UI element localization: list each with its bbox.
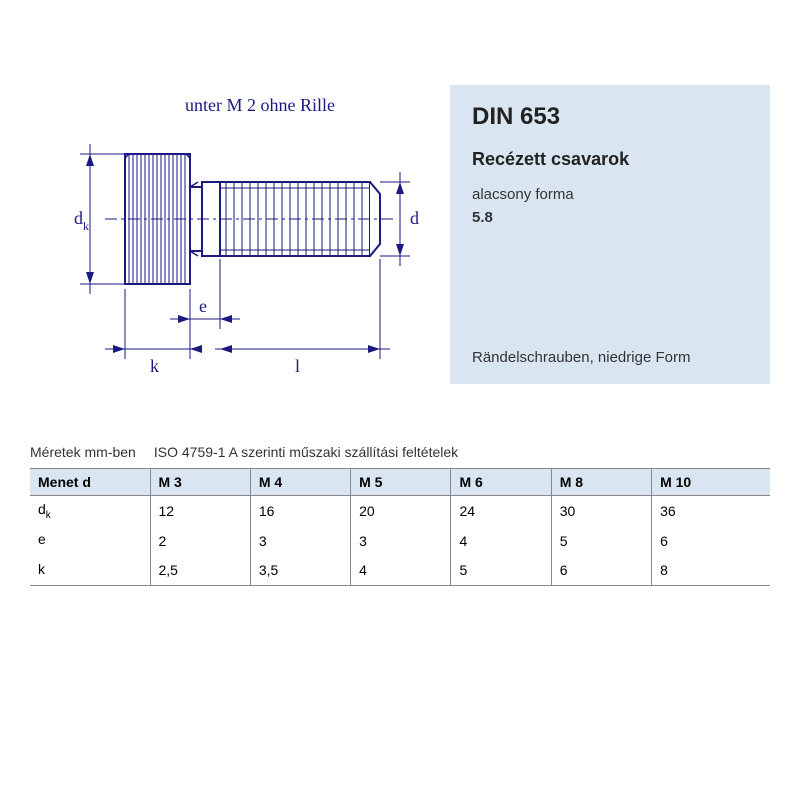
dim-l-label: l — [295, 356, 300, 376]
table-row: e 2 3 3 4 5 6 — [30, 526, 770, 556]
info-subtitle: Recézett csavarok — [472, 149, 748, 170]
cell: 30 — [551, 496, 651, 526]
info-title: DIN 653 — [472, 103, 748, 131]
cell: 3 — [250, 526, 350, 556]
cell: 20 — [351, 496, 451, 526]
pre-left: Méretek mm-ben — [30, 444, 150, 460]
dim-d-label: d — [410, 208, 419, 228]
col-header: M 10 — [652, 469, 770, 496]
cell: 2,5 — [150, 556, 250, 586]
cell: 6 — [652, 526, 770, 556]
cell: 4 — [451, 526, 551, 556]
top-section: unter M 2 ohne Rille — [30, 85, 770, 384]
cell: 3,5 — [250, 556, 350, 586]
info-footer: Rändelschrauben, niedrige Form — [472, 349, 748, 366]
cell: 12 — [150, 496, 250, 526]
col-header: Menet d — [30, 469, 150, 496]
diagram-area: unter M 2 ohne Rille — [30, 85, 430, 384]
cell: 36 — [652, 496, 770, 526]
dim-dk-label: dk — [74, 208, 89, 233]
table-section: Méretek mm-ben ISO 4759-1 A szerinti műs… — [30, 444, 770, 586]
cell: 16 — [250, 496, 350, 526]
dim-e-label: e — [199, 296, 207, 316]
cell: 8 — [652, 556, 770, 586]
info-panel: DIN 653 Recézett csavarok alacsony forma… — [450, 85, 770, 384]
cell: 5 — [451, 556, 551, 586]
col-header: M 3 — [150, 469, 250, 496]
cell: 2 — [150, 526, 250, 556]
cell: 5 — [551, 526, 651, 556]
info-line-2: 5.8 — [472, 207, 748, 230]
row-label: dk — [30, 496, 150, 526]
cell: 24 — [451, 496, 551, 526]
table-row: dk 12 16 20 24 30 36 — [30, 496, 770, 526]
cell: 3 — [351, 526, 451, 556]
col-header: M 5 — [351, 469, 451, 496]
dimensions-table: Menet d M 3 M 4 M 5 M 6 M 8 M 10 dk 12 1… — [30, 468, 770, 586]
dim-k-label: k — [150, 356, 159, 376]
table-row: k 2,5 3,5 4 5 6 8 — [30, 556, 770, 586]
diagram-caption: unter M 2 ohne Rille — [30, 95, 430, 116]
col-header: M 6 — [451, 469, 551, 496]
cell: 4 — [351, 556, 451, 586]
col-header: M 8 — [551, 469, 651, 496]
col-header: M 4 — [250, 469, 350, 496]
row-label: e — [30, 526, 150, 556]
screw-diagram: dk d e k l — [30, 124, 430, 384]
info-line-1: alacsony forma — [472, 184, 748, 207]
table-preheader: Méretek mm-ben ISO 4759-1 A szerinti műs… — [30, 444, 770, 460]
cell: 6 — [551, 556, 651, 586]
table-header-row: Menet d M 3 M 4 M 5 M 6 M 8 M 10 — [30, 469, 770, 496]
pre-right: ISO 4759-1 A szerinti műszaki szállítási… — [154, 444, 458, 460]
row-label: k — [30, 556, 150, 586]
